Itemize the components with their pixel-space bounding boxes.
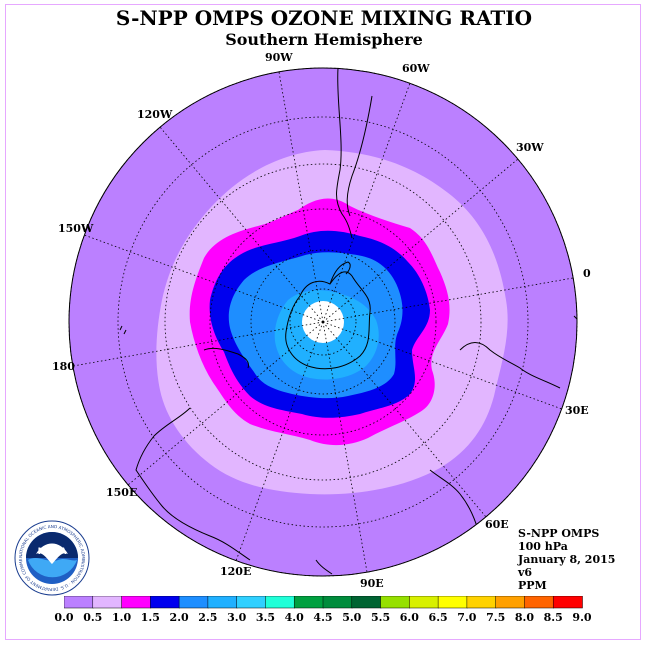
colorbar-swatch <box>495 596 526 609</box>
colorbar-tick-label: 3.0 <box>227 611 247 624</box>
colorbar-tick-label: 6.0 <box>399 611 419 624</box>
colorbar-tick-label: 2.5 <box>198 611 218 624</box>
colorbar-swatch <box>265 596 295 609</box>
lon-label-90e: 90E <box>360 577 384 590</box>
colorbar-tick-label: 3.5 <box>255 611 276 624</box>
lon-label-90w: 90W <box>265 51 293 64</box>
colorbar-tick-label: 8.5 <box>543 611 563 624</box>
colorbar-swatch <box>178 596 209 609</box>
colorbar-swatch <box>380 596 411 609</box>
map-boundary <box>68 67 578 577</box>
lon-label-60w: 60W <box>402 62 430 75</box>
info-units: PPM <box>518 579 547 592</box>
colorbar-swatch <box>121 596 152 609</box>
colorbar-tick-label: 1.5 <box>140 611 160 624</box>
colorbar-swatch <box>293 596 324 609</box>
colorbar-swatch <box>466 596 497 609</box>
colorbar-tick-label: 7.0 <box>457 611 477 624</box>
plot-frame <box>5 4 641 640</box>
info-version: v6 <box>518 566 533 579</box>
lon-label-0: 0 <box>583 267 591 280</box>
colorbar-swatch <box>92 596 123 609</box>
lon-label-150e: 150E <box>106 486 138 499</box>
map-subtitle: Southern Hemisphere <box>225 30 423 49</box>
colorbar-tick-label: 8.0 <box>514 611 535 624</box>
colorbar-tick-label: 4.0 <box>284 611 304 624</box>
colorbar-tick-label: 5.5 <box>370 611 391 624</box>
colorbar-tick-label: 6.5 <box>428 611 448 624</box>
lon-label-120e: 120E <box>220 565 252 578</box>
colorbar-swatch <box>150 596 180 609</box>
lon-label-180: 180 <box>52 360 75 373</box>
colorbar-swatch <box>552 596 583 609</box>
info-level: 100 hPa <box>518 540 568 553</box>
colorbar-tick-label: 4.5 <box>313 611 333 624</box>
colorbar-swatch <box>351 596 382 609</box>
colorbar-swatch <box>409 596 439 609</box>
info-block: S-NPP OMPS 100 hPa January 8, 2015 v6 PP… <box>518 527 615 592</box>
colorbar <box>64 596 583 609</box>
lon-label-30w: 30W <box>516 141 544 154</box>
map-title: S-NPP OMPS OZONE MIXING RATIO <box>115 6 533 30</box>
lon-label-120w: 120W <box>137 108 173 121</box>
colorbar-swatch <box>236 596 267 609</box>
logo-text: NOAA <box>38 547 67 557</box>
colorbar-tick-label: 7.5 <box>486 611 506 624</box>
lon-label-30e: 30E <box>565 404 589 417</box>
colorbar-swatch <box>64 596 94 609</box>
info-instrument: S-NPP OMPS <box>518 527 600 540</box>
colorbar-swatch <box>524 596 554 609</box>
colorbar-tick-label: 2.0 <box>169 611 189 624</box>
lon-label-150w: 150W <box>58 222 94 235</box>
colorbar-swatch <box>437 596 468 609</box>
colorbar-swatch <box>207 596 238 609</box>
colorbar-tick-label: 5.0 <box>342 611 362 624</box>
info-date: January 8, 2015 <box>518 553 616 566</box>
colorbar-tick-label: 1.0 <box>111 611 132 624</box>
lon-label-60e: 60E <box>485 518 509 531</box>
noaa-logo: NOAA NATIONAL OCEANIC AND ATMOSPHERIC AD… <box>14 520 90 596</box>
colorbar-swatch <box>322 596 353 609</box>
coastlines <box>119 68 577 575</box>
colorbar-tick-label: 9.0 <box>572 611 592 624</box>
colorbar-tick-label: 0.0 <box>54 611 74 624</box>
colorbar-tick-label: 0.5 <box>83 611 103 624</box>
